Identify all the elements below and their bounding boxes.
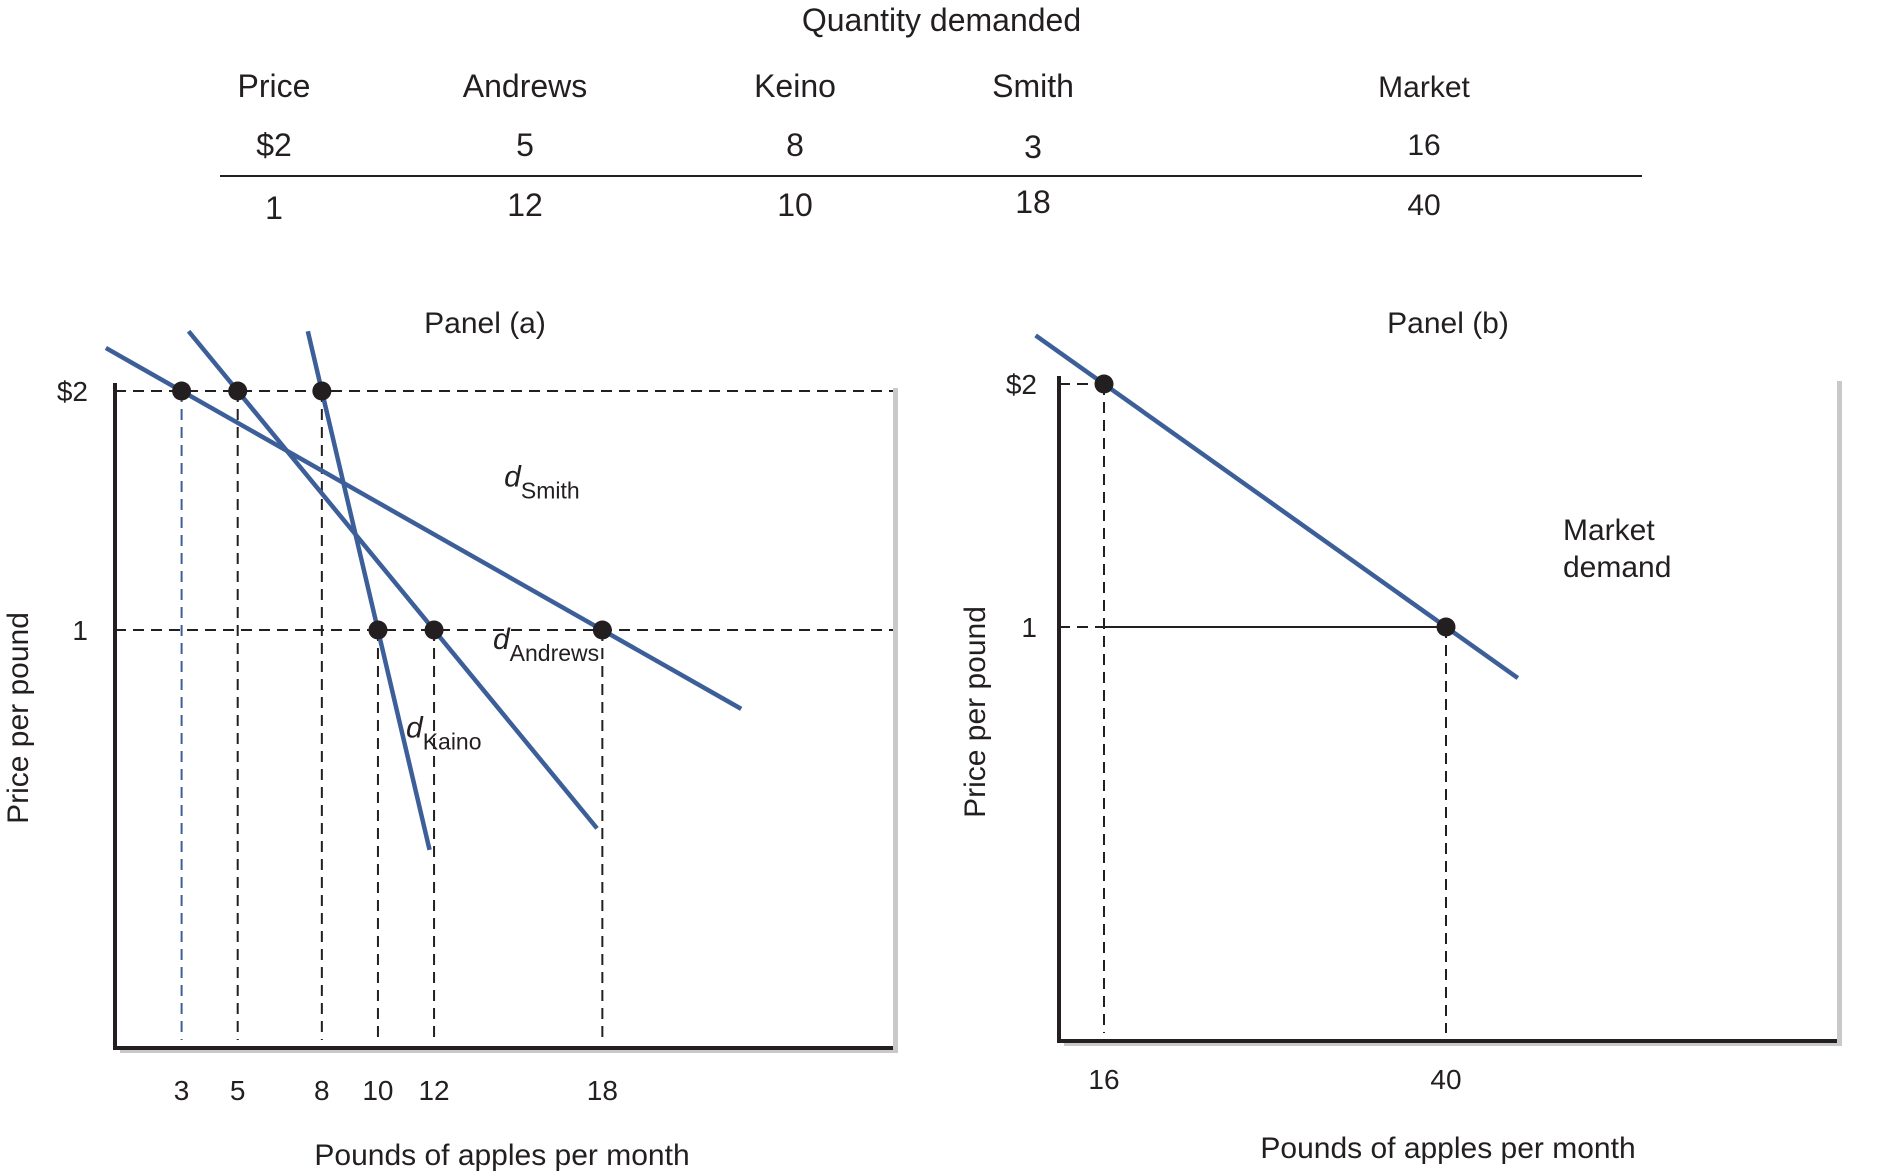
- panel-a-y-label: Price per pound: [2, 612, 35, 824]
- table-cell: 1: [265, 190, 283, 226]
- y-tick-label: 1: [1021, 612, 1037, 643]
- data-point-andrews: [424, 620, 444, 640]
- demand-curve-market: [1034, 333, 1520, 680]
- demand-curve-andrews: [186, 329, 599, 830]
- x-tick-label: 8: [314, 1075, 330, 1106]
- table-cell: $2: [256, 127, 292, 163]
- data-point-smith: [592, 620, 612, 640]
- table-cell: 3: [1024, 129, 1042, 165]
- quantity-demanded-table: Quantity demanded Price Andrews Keino Sm…: [0, 0, 1883, 240]
- panel-a-title: Panel (a): [424, 307, 546, 340]
- data-point-andrews: [228, 381, 248, 401]
- table-cell: 18: [1015, 184, 1051, 220]
- demand-curve-smith: [104, 346, 743, 711]
- table-cell: 12: [507, 187, 543, 223]
- y-tick-label: $2: [57, 376, 88, 407]
- x-tick-label: 40: [1430, 1064, 1461, 1095]
- x-tick-label: 18: [587, 1075, 618, 1106]
- table-cell: 5: [516, 127, 534, 163]
- table-cell: 8: [786, 127, 804, 163]
- panel-b-y-label: Price per pound: [959, 606, 992, 818]
- data-point-keino: [312, 381, 332, 401]
- x-tick-label: 10: [362, 1075, 393, 1106]
- panel-b-x-label: Pounds of apples per month: [1260, 1132, 1635, 1165]
- y-tick-label: 1: [72, 615, 88, 646]
- table-header-market: Market: [1378, 71, 1470, 104]
- x-tick-label: 12: [418, 1075, 449, 1106]
- panel-b-plot-area: [1059, 376, 1837, 1041]
- table-cell: 10: [777, 187, 813, 223]
- table-header-price: Price: [237, 68, 311, 104]
- panel-a: Panel (a) 3 5 8 10 12 18 $2 1 dAndrews dKaino dS…: [2, 307, 898, 1172]
- panel-b: Panel (b) 16 40 $2 1 Market demand Pounds o…: [959, 307, 1842, 1165]
- table-cell: 40: [1407, 189, 1441, 222]
- table-header-keino: Keino: [754, 68, 836, 104]
- demand-curve-keino: [305, 330, 432, 851]
- data-point-market: [1094, 374, 1114, 394]
- curve-label-andrews: dAndrews: [493, 623, 599, 666]
- panel-b-title: Panel (b): [1387, 307, 1509, 340]
- x-tick-label: 5: [230, 1075, 246, 1106]
- table-title: Quantity demanded: [801, 2, 1082, 38]
- panel-a-x-label: Pounds of apples per month: [314, 1139, 689, 1172]
- y-tick-label: $2: [1006, 369, 1037, 400]
- table-cell: 16: [1407, 129, 1441, 162]
- data-point-market: [1436, 617, 1456, 637]
- x-tick-label: 3: [174, 1075, 190, 1106]
- curve-label-market-demand: Market demand: [1563, 514, 1671, 584]
- curve-label-keino: dKaino: [406, 712, 482, 755]
- table-header-andrews: Andrews: [462, 68, 588, 104]
- table-rule: [220, 175, 1642, 177]
- table-header-smith: Smith: [992, 68, 1074, 104]
- data-point-keino: [368, 620, 388, 640]
- data-point-smith: [172, 381, 192, 401]
- x-tick-label: 16: [1088, 1064, 1119, 1095]
- curve-label-smith: dSmith: [504, 461, 579, 504]
